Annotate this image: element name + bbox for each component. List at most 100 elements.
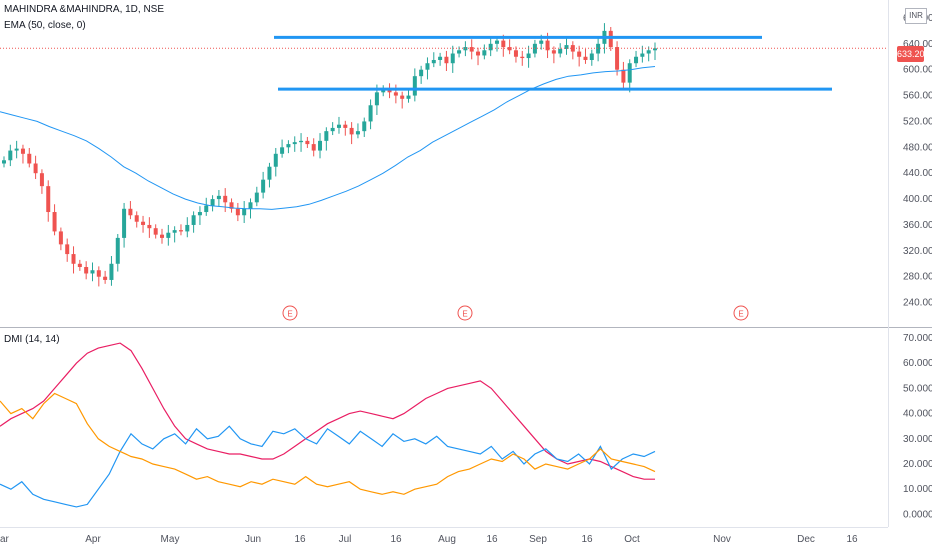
candle-body [229, 202, 234, 209]
candle-body [570, 45, 575, 52]
time-tick-label: Jul [339, 534, 352, 545]
candle-body [178, 230, 183, 232]
candle-body [223, 195, 228, 203]
time-tick-label: 16 [486, 534, 498, 545]
candle-body [210, 199, 215, 206]
candle-body [450, 53, 455, 64]
candle-body [374, 92, 379, 106]
earnings-marker-label: E [287, 310, 292, 319]
price-tick-label: 560.00 [903, 91, 932, 102]
earnings-marker [733, 305, 749, 321]
time-tick-label: Sep [529, 534, 547, 545]
dmi-label: DMI (14, 14) [4, 334, 60, 345]
dmi-series-line [0, 425, 656, 508]
currency-badge[interactable]: INR [905, 8, 927, 24]
earnings-marker [282, 305, 298, 321]
dmi-tick-label: 50.0000 [903, 383, 932, 394]
candle-body [305, 140, 310, 145]
candle-body [488, 43, 493, 51]
candle-body [160, 234, 165, 238]
candle-body [494, 40, 499, 44]
candle-body [406, 95, 411, 99]
dmi-tick-label: 0.0000 [903, 509, 932, 520]
candle-body [90, 270, 95, 274]
time-tick-label: 16 [390, 534, 402, 545]
ema-label: EMA (50, close, 0) [4, 20, 86, 31]
candle-body [355, 131, 360, 135]
x-axis: ar Apr May Jun 16 Jul 16 Aug 16 Sep 16 Oct Nov Dec 16 [0, 534, 858, 545]
candle-body [596, 43, 601, 54]
candle-body [122, 208, 127, 238]
time-tick-label: 16 [846, 534, 858, 545]
candle-body [235, 208, 240, 216]
candle-body [248, 202, 253, 209]
candle-body [166, 232, 171, 238]
candle-body [640, 53, 645, 57]
candle-body [438, 56, 443, 60]
price-tick-label: 240.00 [903, 298, 932, 309]
symbol-title: MAHINDRA &MAHINDRA, 1D, NSE [4, 4, 165, 15]
candle-body [58, 231, 63, 245]
dmi-tick-label: 40.0000 [903, 409, 932, 420]
candle-body [469, 47, 474, 52]
time-tick-label: 16 [294, 534, 306, 545]
time-tick-label: Apr [85, 534, 101, 545]
candle-body [539, 40, 544, 44]
candle-body [33, 163, 38, 174]
candle-body [318, 140, 323, 151]
candle-body [299, 140, 304, 143]
candle-body [128, 208, 133, 216]
candle-body [412, 76, 417, 96]
earnings-marker-label: E [462, 310, 467, 319]
candle-body [216, 195, 221, 200]
dmi-pane [0, 342, 656, 508]
candle-body [646, 50, 651, 54]
time-tick-label: Jun [245, 534, 261, 545]
price-tick-label: 520.00 [903, 116, 932, 127]
candle-body [204, 205, 209, 213]
candle-body [513, 50, 518, 57]
candle-body [457, 50, 462, 54]
candle-body [185, 224, 190, 232]
candle-body [261, 179, 266, 193]
price-tick-label: 400.00 [903, 194, 932, 205]
candle-body [292, 142, 297, 145]
candle-body [621, 69, 626, 83]
candle-body [134, 215, 139, 222]
time-tick-label: Dec [797, 534, 815, 545]
candle-body [400, 95, 405, 99]
candle-body [27, 153, 32, 164]
candle-body [444, 56, 449, 64]
candle-body [52, 212, 57, 232]
time-tick-label: Aug [438, 534, 456, 545]
candle-body [273, 153, 278, 167]
candle-body [577, 51, 582, 57]
candle-body [2, 160, 6, 164]
candle-body [482, 50, 487, 56]
candle-body [330, 127, 335, 132]
dmi-tick-label: 70.0000 [903, 333, 932, 344]
dmi-tick-label: 20.0000 [903, 459, 932, 470]
candle-body [343, 124, 348, 128]
candle-body [558, 48, 563, 54]
candle-body [526, 53, 531, 59]
candle-body [653, 48, 657, 51]
candle-body [84, 267, 89, 274]
candle-body [46, 186, 51, 213]
candle-body [431, 59, 436, 64]
dmi-tick-label: 60.0000 [903, 358, 932, 369]
candle-body [115, 237, 120, 264]
candle-body [254, 192, 259, 203]
candle-body [627, 63, 632, 83]
candle-body [393, 92, 398, 96]
time-tick-label: May [161, 534, 180, 545]
dmi-tick-label: 30.0000 [903, 434, 932, 445]
candle-body [425, 63, 430, 70]
candle-body [615, 47, 620, 70]
candle-body [280, 147, 285, 154]
candle-body [96, 270, 101, 277]
candle-body [267, 166, 272, 180]
